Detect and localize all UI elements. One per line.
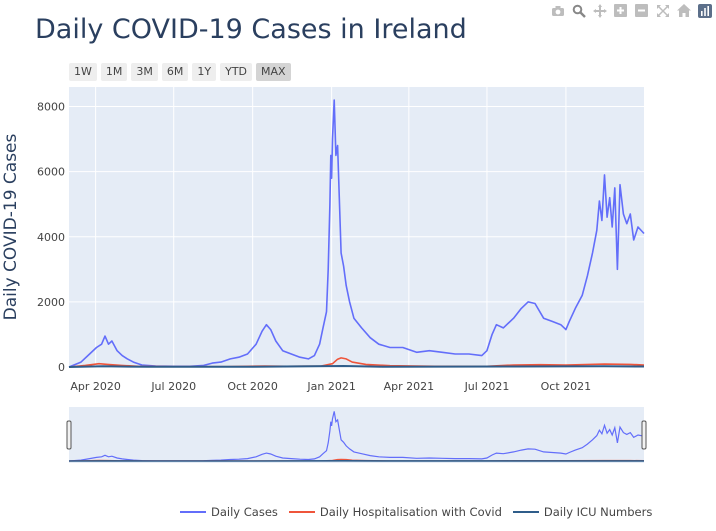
- legend-label: Daily Cases: [211, 505, 278, 519]
- zoom-out-icon[interactable]: [634, 3, 649, 18]
- home-icon[interactable]: [676, 3, 691, 18]
- range-button-1y[interactable]: 1Y: [192, 63, 217, 81]
- x-tick-label: Jul 2020: [150, 380, 196, 393]
- range-button-6m[interactable]: 6M: [161, 63, 189, 81]
- rangeslider-handle-left[interactable]: [66, 420, 72, 450]
- pan-icon[interactable]: [592, 3, 607, 18]
- range-button-max[interactable]: MAX: [256, 63, 291, 81]
- legend-item[interactable]: Daily Cases: [180, 505, 278, 519]
- x-tick-label: Apr 2021: [384, 380, 435, 393]
- plot-area: [69, 87, 644, 367]
- rangeslider-background: [69, 407, 644, 463]
- zoom-icon[interactable]: [571, 3, 586, 18]
- x-tick-label: Oct 2020: [227, 380, 278, 393]
- y-axis-title: Daily COVID-19 Cases: [1, 133, 21, 320]
- legend-item[interactable]: Daily ICU Numbers: [512, 505, 653, 519]
- legend-swatch: [288, 511, 315, 513]
- x-tick-label: Apr 2020: [70, 380, 121, 393]
- autoscale-icon[interactable]: [655, 3, 670, 18]
- y-tick-label: 6000: [37, 166, 65, 179]
- y-tick-label: 4000: [37, 231, 65, 244]
- modebar: [550, 3, 712, 18]
- range-button-1w[interactable]: 1W: [69, 63, 97, 81]
- y-tick-label: 0: [58, 361, 65, 374]
- x-tick-label: Jul 2021: [464, 380, 510, 393]
- y-tick-label: 8000: [37, 101, 65, 114]
- range-button-1m[interactable]: 1M: [100, 63, 128, 81]
- legend-swatch: [512, 511, 539, 513]
- range-button-ytd[interactable]: YTD: [220, 63, 253, 81]
- legend-item[interactable]: Daily Hospitalisation with Covid: [288, 505, 502, 519]
- series-line-3: [68, 365, 645, 368]
- legend-label: Daily Hospitalisation with Covid: [319, 505, 502, 519]
- plotly-logo-icon[interactable]: [697, 3, 712, 18]
- zoom-in-icon[interactable]: [613, 3, 628, 18]
- legend: Daily Cases Daily Hospitalisation with Co…: [180, 505, 652, 519]
- legend-label: Daily ICU Numbers: [543, 505, 653, 519]
- range-button-3m[interactable]: 3M: [131, 63, 158, 81]
- y-tick-label: 2000: [37, 296, 65, 309]
- rangeslider-handle-right[interactable]: [641, 420, 647, 450]
- chart-title: Daily COVID-19 Cases in Ireland: [35, 14, 467, 45]
- x-tick-label: Oct 2021: [541, 380, 592, 393]
- camera-icon[interactable]: [550, 3, 565, 18]
- legend-swatch: [180, 511, 206, 513]
- x-tick-label: Jan 2021: [306, 380, 355, 393]
- range-selector: 1W 1M 3M 6M 1Y YTD MAX: [69, 63, 291, 81]
